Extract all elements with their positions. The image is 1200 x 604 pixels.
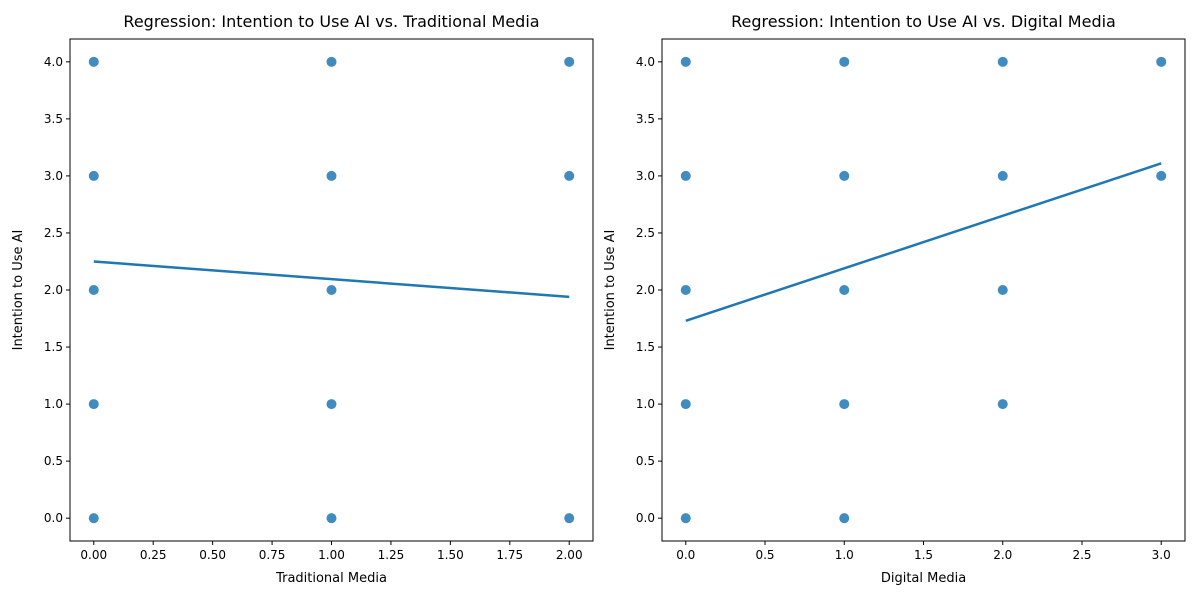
scatter-point: [326, 513, 337, 524]
scatter-point: [326, 285, 337, 295]
x-tick-label: 1.0: [835, 548, 854, 562]
x-tick-label: 1.50: [437, 548, 464, 562]
regression-line: [93, 260, 570, 299]
x-tick-label: 0.50: [199, 548, 226, 562]
scatter-point: [326, 56, 337, 67]
y-axis-label: Intention to Use AI: [11, 230, 26, 351]
x-tick-label: 0.0: [676, 548, 695, 562]
x-tick-label: 1.75: [496, 548, 523, 562]
x-tick-label: 1.25: [378, 548, 405, 562]
chart-title: Regression: Intention to Use AI vs. Trad…: [123, 12, 539, 31]
y-tick-label: 2.0: [44, 283, 63, 297]
y-axis-label: Intention to Use AI: [603, 230, 618, 351]
y-tick-label: 2.5: [44, 226, 63, 240]
x-tick-label: 2.0: [993, 548, 1012, 562]
scatter-point: [1156, 56, 1167, 67]
scatter-point: [88, 513, 99, 524]
scatter-point: [997, 170, 1008, 181]
scatter-point: [997, 399, 1008, 410]
scatter-point: [680, 513, 691, 524]
regression-line: [685, 162, 1162, 322]
scatter-point: [326, 399, 337, 410]
y-tick-label: 3.0: [44, 169, 63, 183]
scatter-point: [88, 399, 99, 410]
scatter-point: [839, 56, 850, 67]
y-tick-label: 4.0: [44, 55, 63, 69]
chart-panel-digital-media: Regression: Intention to Use AI vs. Digi…: [603, 12, 1186, 586]
y-tick-label: 4.0: [636, 55, 655, 69]
y-tick-label: 1.0: [44, 397, 63, 411]
x-tick-label: 0.75: [259, 548, 286, 562]
scatter-point: [1156, 170, 1167, 181]
y-tick-label: 2.0: [636, 283, 655, 297]
x-tick-label: 1.00: [318, 548, 345, 562]
x-tick-label: 2.00: [556, 548, 583, 562]
x-axis-label: Traditional Media: [275, 571, 387, 586]
x-tick-label: 2.5: [1072, 548, 1091, 562]
scatter-point: [564, 56, 575, 67]
chart-title: Regression: Intention to Use AI vs. Digi…: [731, 12, 1116, 31]
scatter-point: [997, 285, 1008, 295]
x-tick-label: 3.0: [1152, 548, 1171, 562]
chart-panel-traditional-media: Regression: Intention to Use AI vs. Trad…: [11, 12, 594, 586]
scatter-point: [680, 399, 691, 410]
scatter-point: [564, 170, 575, 181]
x-tick-label: 1.5: [914, 548, 933, 562]
scatter-point: [839, 170, 850, 181]
y-tick-label: 1.5: [636, 340, 655, 354]
y-tick-label: 2.5: [636, 226, 655, 240]
scatter-point: [680, 56, 691, 67]
x-tick-label: 0.25: [140, 548, 167, 562]
scatter-point: [680, 170, 691, 181]
scatter-point: [839, 285, 850, 295]
scatter-point: [88, 56, 99, 67]
y-tick-label: 0.5: [636, 454, 655, 468]
plot-frame: [661, 38, 1186, 542]
y-tick-label: 0.5: [44, 454, 63, 468]
scatter-point: [564, 513, 575, 524]
scatter-point: [88, 170, 99, 181]
x-axis-label: Digital Media: [881, 571, 966, 586]
scatter-point: [88, 285, 99, 295]
scatter-point: [839, 513, 850, 524]
y-tick-label: 0.0: [636, 511, 655, 525]
x-tick-label: 0.5: [755, 548, 774, 562]
scatter-point: [680, 285, 691, 295]
scatter-point: [326, 170, 337, 181]
y-tick-label: 1.0: [636, 397, 655, 411]
scatter-point: [839, 399, 850, 410]
scatter-point: [997, 56, 1008, 67]
y-tick-label: 3.0: [636, 169, 655, 183]
y-tick-label: 1.5: [44, 340, 63, 354]
y-tick-label: 3.5: [44, 112, 63, 126]
y-tick-label: 0.0: [44, 511, 63, 525]
x-tick-label: 0.00: [80, 548, 107, 562]
y-tick-label: 3.5: [636, 112, 655, 126]
